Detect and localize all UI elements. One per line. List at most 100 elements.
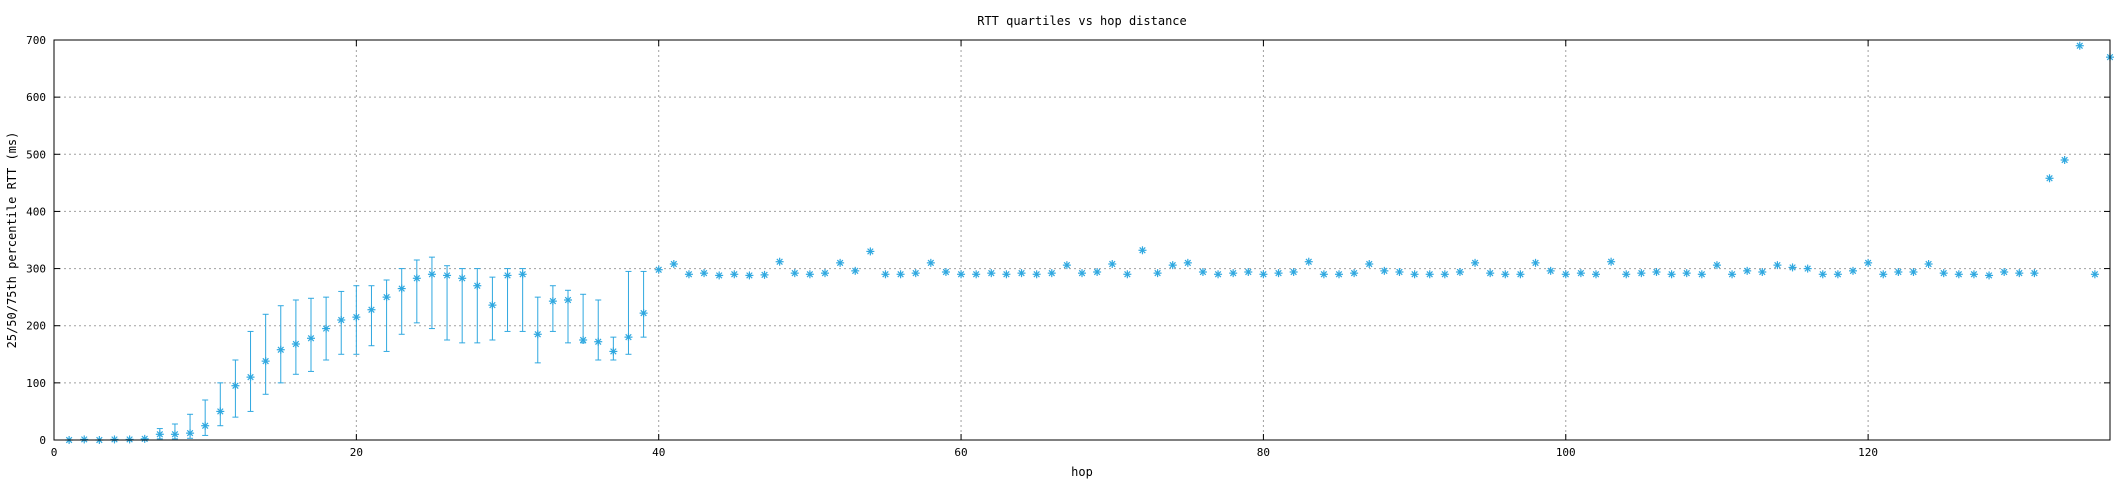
error-bar <box>368 285 375 347</box>
error-bar <box>262 313 269 395</box>
data-point <box>125 435 134 444</box>
data-point <box>1486 269 1495 278</box>
data-point <box>1274 269 1283 278</box>
data-point <box>2090 270 2099 279</box>
y-tick-label: 100 <box>26 377 46 390</box>
data-point <box>715 271 724 280</box>
data-point <box>261 357 270 366</box>
data-point <box>654 265 663 274</box>
data-point <box>155 430 164 439</box>
y-tick-label: 0 <box>39 434 46 447</box>
data-point <box>1153 269 1162 278</box>
data-point <box>821 269 829 278</box>
data-point <box>186 429 195 438</box>
data-point <box>1350 269 1359 278</box>
error-bar <box>217 382 224 427</box>
data-point <box>594 337 603 346</box>
data-point <box>1259 270 1268 279</box>
data-point <box>700 269 709 278</box>
data-point <box>291 340 300 348</box>
data-point <box>1214 270 1223 279</box>
data-point <box>1712 261 1721 270</box>
data-point <box>533 330 542 339</box>
x-axis-label: hop <box>1071 465 1093 479</box>
data-point <box>1833 270 1842 279</box>
plot-frame <box>53 39 2111 441</box>
data-point <box>548 297 557 306</box>
data-point <box>1894 268 1903 276</box>
data-point <box>896 270 905 279</box>
data-point <box>624 333 633 342</box>
data-point <box>790 269 799 278</box>
data-point <box>337 316 346 324</box>
data-point <box>1123 270 1132 279</box>
data-point <box>473 281 482 290</box>
data-point <box>2015 269 2024 278</box>
data-point <box>987 269 996 278</box>
data-point <box>669 260 678 268</box>
data-point <box>1939 269 1948 278</box>
error-bar <box>549 285 556 332</box>
data-point <box>1728 270 1737 279</box>
chart-title: RTT quartiles vs hop distance <box>977 14 1187 28</box>
data-point <box>1622 270 1631 279</box>
error-bar <box>580 293 587 344</box>
error-bar <box>474 268 481 344</box>
data-point <box>1365 260 1374 268</box>
data-point <box>851 266 860 275</box>
data-point <box>1879 270 1888 279</box>
data-point <box>1697 270 1706 279</box>
data-point <box>760 270 769 279</box>
data-point <box>1637 269 1646 278</box>
data-point <box>730 270 739 279</box>
error-bar <box>413 259 420 324</box>
error-bar <box>640 270 647 338</box>
data-point <box>1773 261 1782 270</box>
data-point <box>1198 268 1207 276</box>
data-point <box>1576 269 1585 278</box>
data-point <box>1909 268 1918 276</box>
data-point <box>1501 270 1510 279</box>
data-point <box>1002 270 1011 279</box>
data-point <box>972 270 981 279</box>
data-point <box>957 270 966 279</box>
data-point <box>1607 257 1616 266</box>
data-point <box>1969 270 1978 279</box>
data-point <box>1304 257 1313 266</box>
error-bar <box>428 256 435 330</box>
data-point <box>1183 258 1192 267</box>
data-point <box>1168 261 1177 270</box>
data-point <box>1743 266 1752 275</box>
data-point <box>2060 156 2069 164</box>
data-point <box>1093 268 1102 276</box>
data-point <box>1667 270 1676 279</box>
y-axis-label: 25/50/75th percentile RTT (ms) <box>5 132 19 349</box>
error-bar <box>277 305 284 384</box>
data-point <box>1758 268 1767 276</box>
data-point <box>2045 174 2054 183</box>
data-point <box>140 434 149 443</box>
data-point <box>1440 270 1449 279</box>
data-point <box>443 271 452 280</box>
data-point <box>1425 270 1434 279</box>
y-tick-label: 500 <box>26 148 46 161</box>
data-point <box>2075 41 2084 50</box>
data-point <box>639 309 648 318</box>
data-point <box>322 324 331 333</box>
error-bar <box>383 279 390 352</box>
data-point <box>911 269 920 278</box>
data-point <box>1546 266 1555 275</box>
data-point <box>579 336 588 344</box>
error-bar <box>202 399 209 436</box>
error-bar <box>398 268 405 335</box>
data-point <box>367 305 376 314</box>
data-point <box>427 270 436 279</box>
x-tick-label: 20 <box>350 446 363 459</box>
data-point <box>1410 270 1419 279</box>
data-point <box>1516 270 1525 279</box>
error-bar <box>292 299 299 375</box>
data-point <box>1954 270 1963 279</box>
axis-ticks: 0 100 200 300 400 500 600 700 0 20 40 60 80 100 120 <box>26 34 2110 459</box>
error-bar <box>534 296 541 364</box>
y-tick-label: 700 <box>26 34 46 47</box>
